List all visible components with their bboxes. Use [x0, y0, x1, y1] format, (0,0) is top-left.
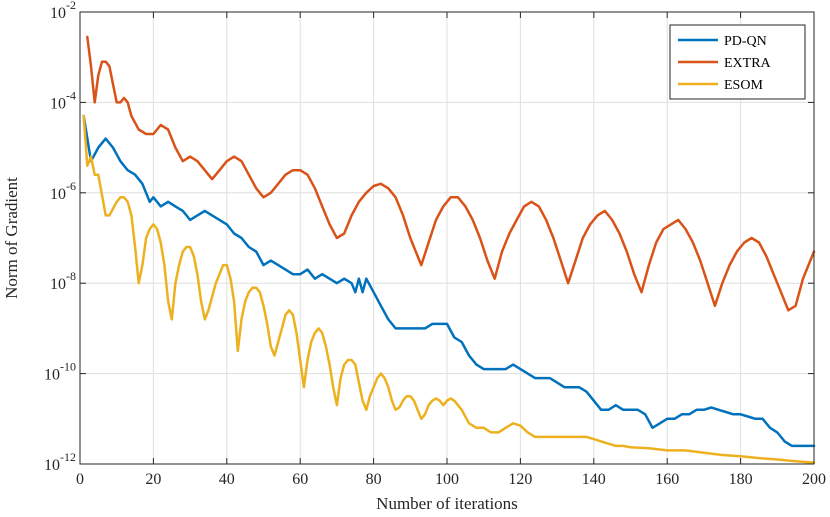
series-line-pd-qn — [82, 114, 816, 448]
y-tick-label: 10-12 — [44, 450, 76, 474]
x-tick-label: 0 — [76, 471, 84, 488]
y-tick-label: 10-10 — [44, 360, 76, 384]
grid — [80, 12, 814, 464]
series-layer — [82, 35, 816, 464]
series-line-esom — [82, 114, 816, 464]
y-axis-label: Norm of Gradient — [2, 177, 21, 299]
axis-ticks — [79, 11, 815, 465]
legend: PD-QN EXTRA ESOM — [669, 24, 806, 100]
x-tick-label: 100 — [435, 471, 459, 488]
legend-label: EXTRA — [724, 56, 772, 71]
x-tick-label: 160 — [655, 471, 679, 488]
x-tick-labels: 0 20 40 60 80 100 120 140 160 180 200 — [76, 471, 826, 488]
y-tick-label: 10-6 — [50, 179, 76, 203]
x-tick-label: 140 — [582, 471, 606, 488]
legend-label: PD-QN — [724, 34, 767, 49]
y-tick-label: 10-2 — [50, 0, 76, 22]
series-line-extra — [86, 35, 816, 312]
legend-label: ESOM — [724, 78, 763, 93]
x-tick-label: 200 — [802, 471, 826, 488]
y-tick-label: 10-8 — [50, 269, 76, 293]
x-tick-label: 80 — [366, 471, 382, 488]
x-tick-label: 180 — [729, 471, 753, 488]
y-tick-labels: 10-12 10-10 10-8 10-6 10-4 10-2 — [44, 0, 76, 474]
x-tick-label: 20 — [145, 471, 161, 488]
y-tick-label: 10-4 — [50, 88, 76, 112]
x-tick-label: 60 — [292, 471, 308, 488]
x-tick-label: 40 — [219, 471, 235, 488]
x-tick-label: 120 — [508, 471, 532, 488]
x-axis-label: Number of iterations — [376, 494, 518, 513]
legend-items: PD-QN EXTRA ESOM — [678, 34, 772, 93]
